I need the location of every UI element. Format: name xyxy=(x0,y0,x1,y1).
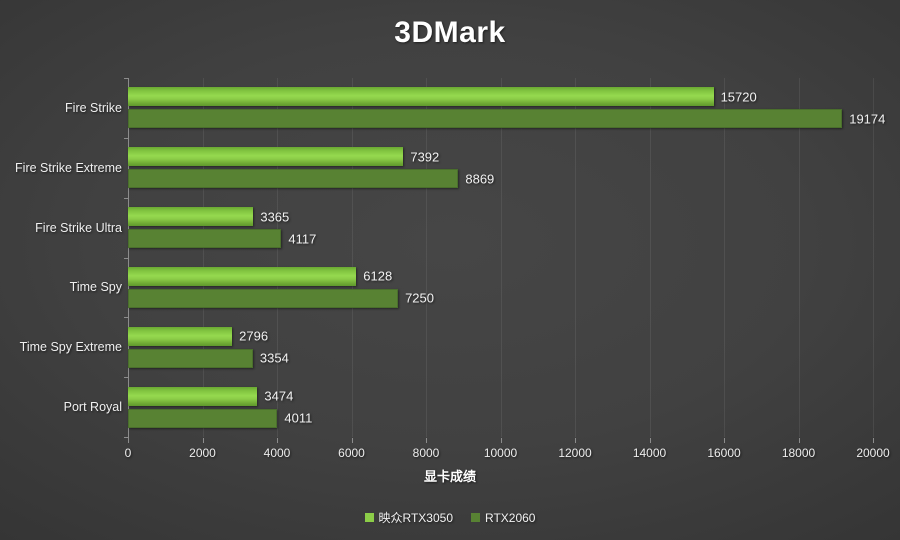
bar-row: 4011 xyxy=(128,408,873,428)
bar-rtx2060[interactable] xyxy=(128,169,459,189)
bar-value-label: 8869 xyxy=(465,171,495,187)
bar-row: 3354 xyxy=(128,348,873,368)
bar-value-label: 4117 xyxy=(288,231,317,247)
x-axis-tick-label: 12000 xyxy=(558,446,592,460)
bar-rtx3050[interactable] xyxy=(128,266,357,286)
y-axis-tick-mark xyxy=(124,197,129,199)
x-axis-tick-label: 0 xyxy=(124,446,132,460)
legend-label: RTX2060 xyxy=(485,510,536,525)
chart-legend: 映众RTX3050 RTX2060 xyxy=(0,509,900,526)
x-axis-tick-mark xyxy=(500,438,502,443)
x-axis-tick-mark xyxy=(351,438,353,443)
y-axis-label-fire-strike-extreme: Fire Strike Extreme xyxy=(15,160,122,175)
bar-row: 8869 xyxy=(128,169,873,189)
bar-value-label: 7392 xyxy=(410,149,440,165)
plot-area: 15720 19174 7392 8869 3365 4117 6128 7250 2796 33… xyxy=(128,78,885,437)
bar-rtx2060[interactable] xyxy=(128,348,253,368)
gridline xyxy=(873,78,874,437)
bar-rtx3050[interactable] xyxy=(128,386,258,406)
gridline xyxy=(500,78,502,437)
x-axis-tick-mark xyxy=(575,438,576,443)
x-axis-tick-mark xyxy=(202,438,204,443)
y-axis-tick-mark xyxy=(124,137,129,139)
x-axis-tick-label: 4000 xyxy=(263,446,291,460)
gridline xyxy=(798,78,800,437)
x-axis-title: 显卡成绩 xyxy=(423,469,476,484)
bar-rtx2060[interactable] xyxy=(128,229,282,249)
bar-rtx3050[interactable] xyxy=(128,87,714,107)
bar-row: 7250 xyxy=(128,288,873,308)
y-axis-label-fire-strike: Fire Strike xyxy=(65,100,122,115)
bar-value-label: 3365 xyxy=(260,209,290,225)
bar-value-label: 19174 xyxy=(849,111,886,127)
x-axis-tick-mark xyxy=(277,438,278,443)
y-axis-tick-mark xyxy=(124,257,129,259)
bar-row: 19174 xyxy=(128,109,885,129)
gridline xyxy=(426,78,427,437)
x-axis-tick-mark xyxy=(128,438,129,443)
y-axis-tick-mark xyxy=(124,317,129,319)
y-axis-label-port-royal: Port Royal xyxy=(63,400,122,415)
x-axis-tick-label: 16000 xyxy=(707,446,741,460)
bar-row: 6128 xyxy=(128,266,873,286)
chart-title: 3DMark xyxy=(394,16,506,49)
gridline xyxy=(575,78,576,437)
y-axis-label-fire-strike-ultra: Fire Strike Ultra xyxy=(35,220,122,235)
y-axis-tick-mark xyxy=(124,437,129,438)
x-axis-tick-label: 6000 xyxy=(338,446,365,460)
bar-row: 4117 xyxy=(128,229,873,249)
gridline xyxy=(202,78,204,437)
bar-row: 3474 xyxy=(128,386,873,406)
gridline xyxy=(277,78,278,437)
bar-row: 3365 xyxy=(128,207,873,227)
legend-label: 映众RTX3050 xyxy=(378,511,453,525)
x-axis-tick-mark xyxy=(649,438,651,443)
x-axis-tick-mark xyxy=(426,438,427,443)
x-axis-tick-label: 18000 xyxy=(781,446,816,460)
x-axis-tick-mark xyxy=(798,438,800,443)
legend-swatch-icon xyxy=(471,513,480,522)
bar-row: 7392 xyxy=(128,147,873,167)
x-axis-tick-label: 2000 xyxy=(189,446,216,460)
bar-value-label: 15720 xyxy=(720,89,757,105)
bar-value-label: 4011 xyxy=(284,410,313,426)
legend-item-rtx3050[interactable]: 映众RTX3050 xyxy=(364,509,453,526)
x-axis-tick-label: 14000 xyxy=(632,446,667,460)
bar-rtx3050[interactable] xyxy=(128,207,254,227)
bar-value-label: 7250 xyxy=(405,290,434,306)
bar-row: 15720 xyxy=(128,87,873,107)
bar-rtx2060[interactable] xyxy=(128,288,399,308)
y-axis-label-time-spy-extreme: Time Spy Extreme xyxy=(19,340,122,355)
x-axis-tick-mark xyxy=(724,438,725,443)
x-axis-tick-label: 20000 xyxy=(856,446,890,460)
gridline xyxy=(351,78,353,437)
gridline xyxy=(724,78,725,437)
bar-value-label: 2796 xyxy=(239,328,269,344)
x-axis-tick-mark xyxy=(873,438,874,443)
y-axis-tick-mark xyxy=(124,78,129,79)
bar-value-label: 3474 xyxy=(264,388,294,404)
legend-item-rtx2060[interactable]: RTX2060 xyxy=(471,511,535,525)
x-axis-tick-label: 8000 xyxy=(412,446,440,460)
bar-rtx3050[interactable] xyxy=(128,326,233,346)
legend-swatch-icon xyxy=(364,513,374,522)
bar-rtx2060[interactable] xyxy=(128,408,278,428)
bar-value-label: 3354 xyxy=(259,350,289,366)
x-axis-tick-label: 10000 xyxy=(483,446,518,460)
gridline xyxy=(649,78,651,437)
y-axis-tick-mark xyxy=(124,377,129,379)
bar-value-label: 6128 xyxy=(363,268,393,284)
y-axis-label-time-spy: Time Spy xyxy=(69,280,122,295)
bar-rtx3050[interactable] xyxy=(128,147,404,167)
bar-row: 2796 xyxy=(128,326,873,346)
bar-rtx2060[interactable] xyxy=(128,109,843,129)
